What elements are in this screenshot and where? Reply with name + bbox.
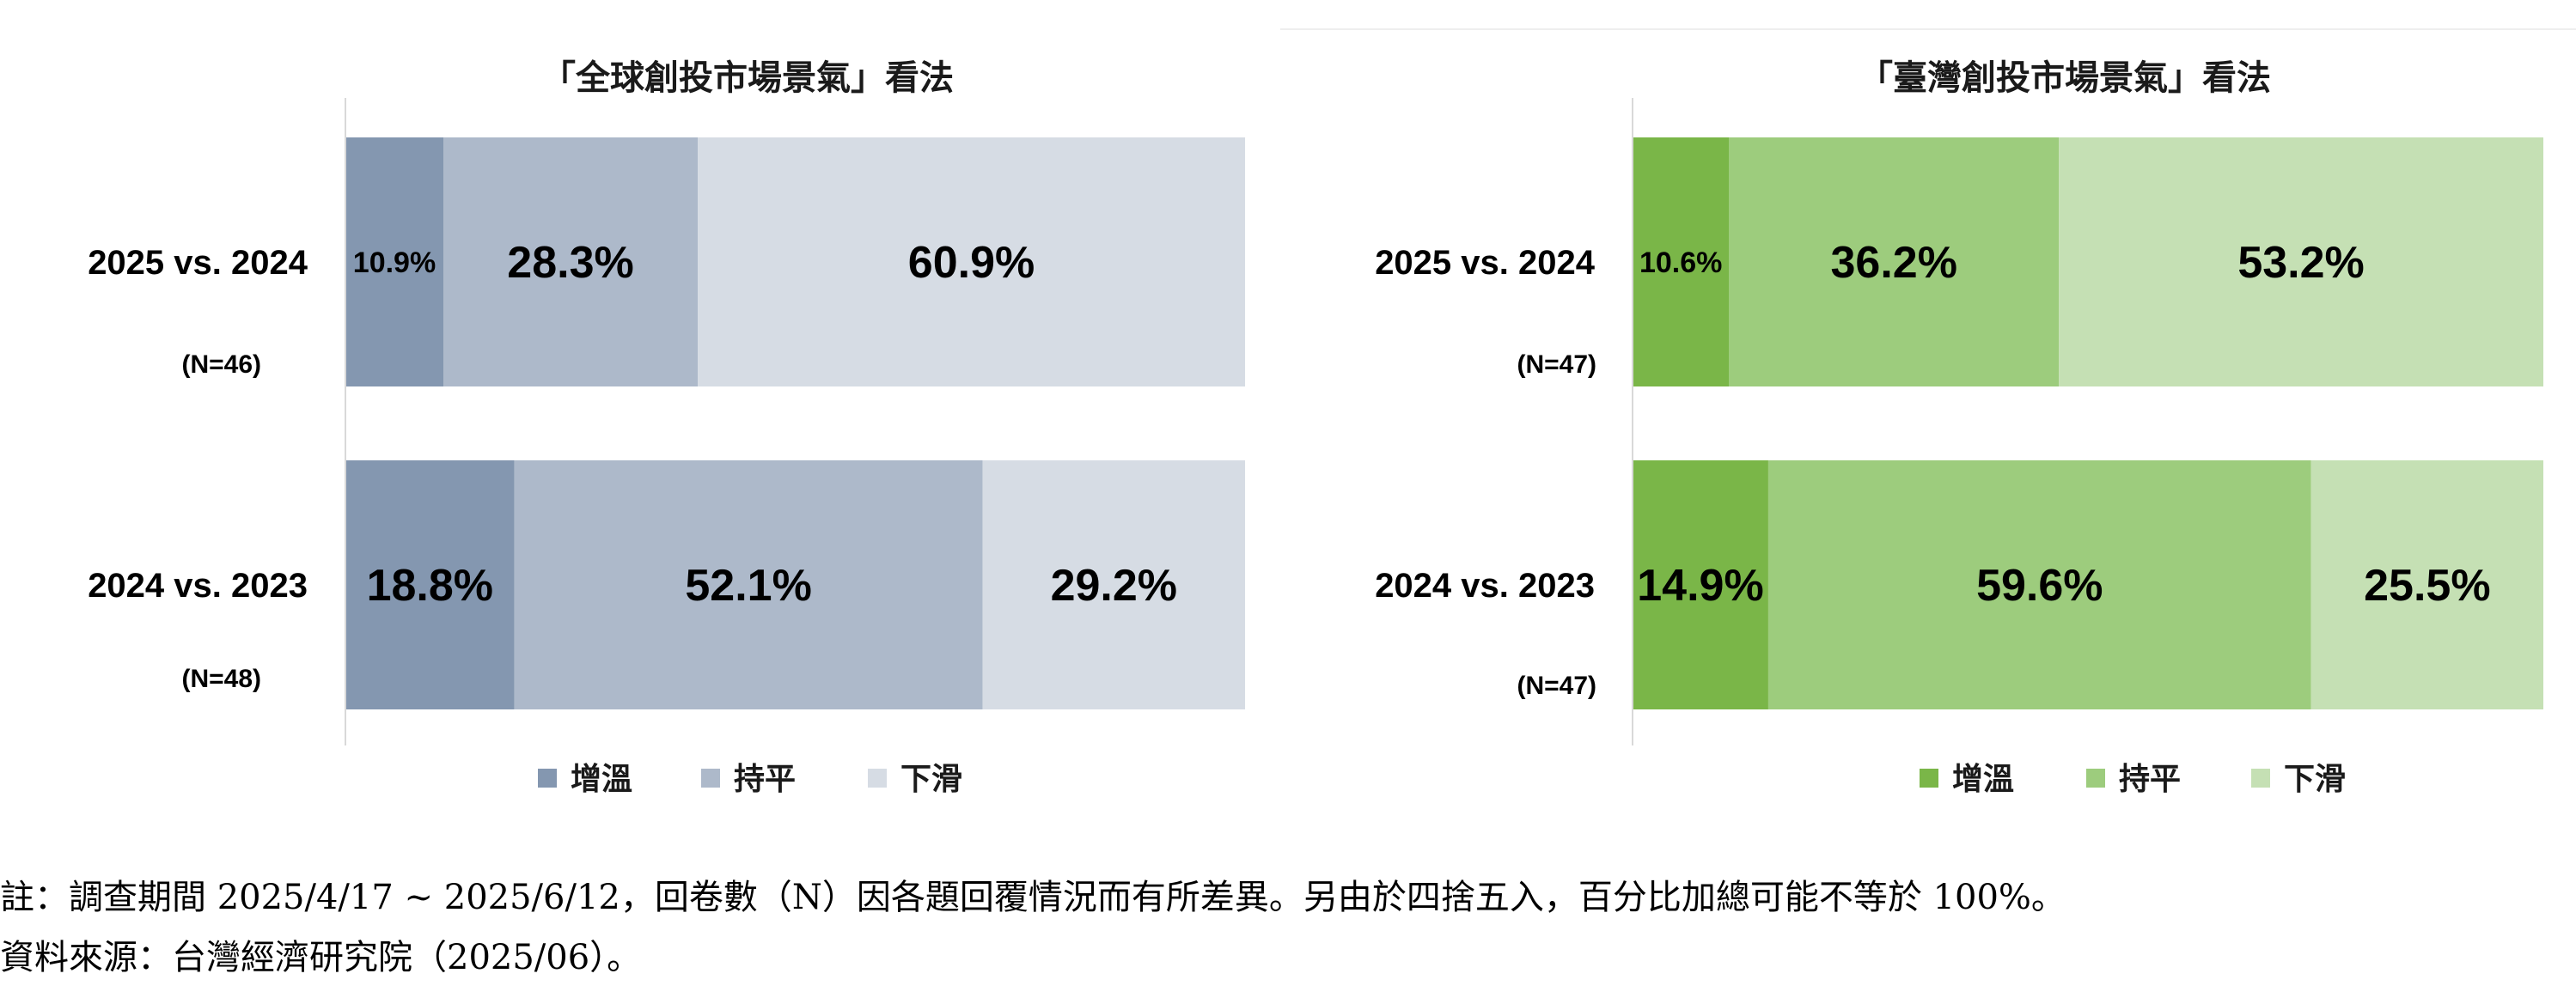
legend-swatch-3	[2251, 769, 2270, 788]
legend-swatch-1	[1920, 769, 1938, 788]
charts-area: 「全球創投市場景氣」看法 10.9% 28.3% 60.9% 2025 vs. 2024…	[88, 28, 2576, 797]
legend-label: 增溫	[571, 762, 632, 797]
data-label: 25.5%	[2364, 561, 2490, 611]
legend-label: 下滑	[900, 762, 962, 797]
notes-area: 註：調查期間 2025/4/17 ~ 2025/6/12，回卷數（N）因各題回覆…	[0, 867, 2576, 988]
bar-segment-3	[2310, 460, 2543, 709]
sample-size-label: (N=47)	[1517, 350, 1596, 379]
legend-swatch-2	[2086, 769, 2105, 788]
data-label: 36.2%	[1830, 238, 1956, 288]
bar-segment-1	[1633, 460, 1768, 709]
data-label: 59.6%	[1976, 561, 2103, 611]
data-label: 29.2%	[1051, 561, 1177, 611]
legend-swatch-3	[868, 769, 887, 788]
legend-label: 下滑	[2284, 762, 2346, 797]
bar-segment-3	[2059, 137, 2543, 386]
sample-size-label: (N=46)	[181, 350, 261, 379]
data-label: 10.9%	[353, 246, 436, 279]
category-label: 2024 vs. 2023	[1375, 567, 1595, 605]
bar-segment-1	[1633, 137, 1730, 386]
category-label: 2025 vs. 2024	[88, 244, 308, 282]
data-label: 60.9%	[908, 238, 1035, 288]
bar-segment-1	[345, 137, 444, 386]
legend-label: 增溫	[1952, 762, 2014, 797]
bar-segment-3	[982, 460, 1246, 709]
data-label: 28.3%	[507, 238, 633, 288]
data-label: 53.2%	[2237, 238, 2364, 288]
data-label: 14.9%	[1637, 561, 1763, 611]
bar-segment-2	[1767, 460, 2311, 709]
data-label: 10.6%	[1639, 246, 1722, 279]
category-label: 2024 vs. 2023	[88, 567, 308, 605]
bar-segment-2	[443, 137, 699, 386]
data-label: 18.8%	[367, 561, 493, 611]
legend-label: 持平	[734, 762, 796, 797]
sample-size-label: (N=48)	[181, 665, 261, 693]
bar-segment-1	[345, 460, 515, 709]
data-label: 52.1%	[685, 561, 811, 611]
sample-size-label: (N=47)	[1517, 672, 1596, 700]
chart-title: 「臺灣創投市場景氣」看法	[1859, 58, 2271, 98]
bar-segment-3	[698, 137, 1246, 386]
source-note: 資料來源：台灣經濟研究院（2025/06）。	[0, 938, 642, 977]
bar-segment-2	[514, 460, 983, 709]
bar-segment-2	[1729, 137, 2060, 386]
chart-title: 「全球創投市場景氣」看法	[541, 58, 954, 98]
legend-swatch-1	[538, 769, 557, 788]
survey-note: 註：調查期間 2025/4/17 ~ 2025/6/12，回卷數（N）因各題回覆…	[0, 878, 2066, 917]
category-label: 2025 vs. 2024	[1375, 244, 1596, 282]
legend-swatch-2	[701, 769, 720, 788]
legend-label: 持平	[2119, 762, 2181, 797]
